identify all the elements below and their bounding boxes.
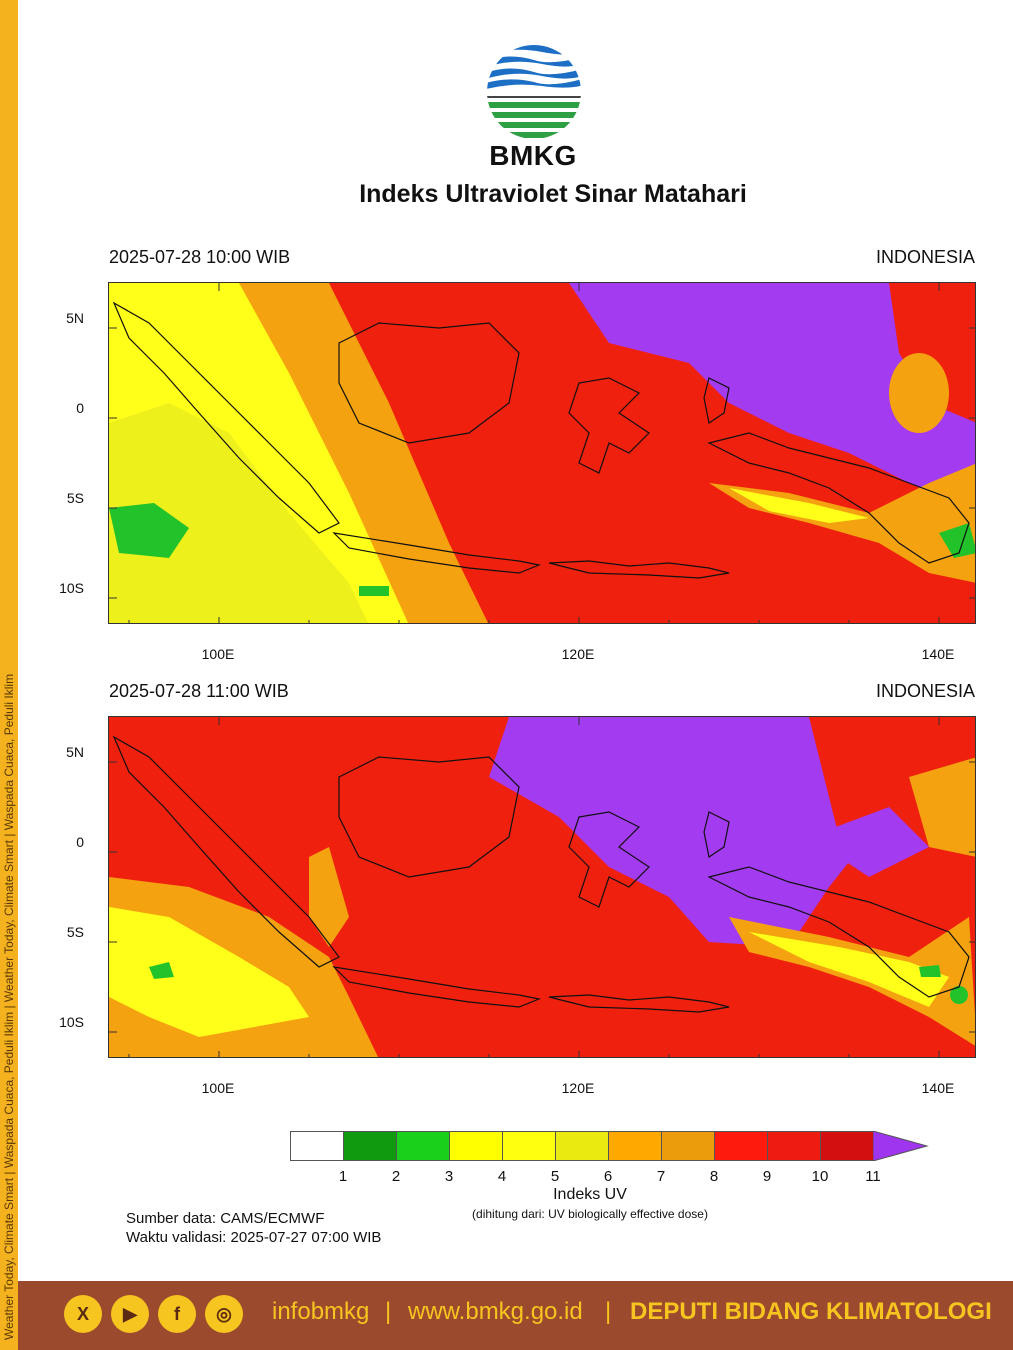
colorbar-arrow	[873, 1131, 929, 1161]
youtube-icon[interactable]: ▶	[111, 1295, 149, 1333]
lat-label-0: 0	[76, 834, 84, 850]
colorbar-swatch	[396, 1131, 450, 1161]
lon-label-100e: 100E	[201, 646, 235, 662]
colorbar-tick-label: 7	[656, 1168, 666, 1185]
lon-label-140e: 140E	[921, 1080, 955, 1096]
uv-map-1100	[108, 716, 976, 1058]
colorbar-title: Indeks UV	[553, 1186, 627, 1203]
lat-label-10s: 10S	[59, 580, 84, 596]
x-icon-glyph: X	[76, 1303, 89, 1324]
colorbar-tick-label: 4	[497, 1168, 507, 1185]
lon-label-100e: 100E	[201, 1080, 235, 1096]
bmkg-logo-icon	[487, 45, 581, 139]
youtube-icon-glyph: ▶	[123, 1303, 137, 1324]
colorbar-swatch	[449, 1131, 503, 1161]
colorbar-tick-label: 10	[811, 1168, 829, 1185]
colorbar-swatch	[767, 1131, 821, 1161]
x-icon[interactable]: X	[64, 1295, 102, 1333]
footer-department: DEPUTI BIDANG KLIMATOLOGI	[630, 1298, 992, 1325]
facebook-icon[interactable]: f	[158, 1295, 196, 1333]
brand-name: BMKG	[489, 140, 577, 171]
colorbar-swatch	[608, 1131, 662, 1161]
lat-label-0: 0	[76, 400, 84, 416]
colorbar-tick-label: 6	[603, 1168, 613, 1185]
colorbar-tick-label: 3	[444, 1168, 454, 1185]
panel-1-datetime: 2025-07-28 10:00 WIB	[109, 247, 291, 267]
side-banner: Weather Today, Climate Smart | Waspada C…	[0, 0, 18, 1350]
page-title: Indeks Ultraviolet Sinar Matahari	[359, 180, 747, 208]
colorbar-tick-label: 5	[550, 1168, 560, 1185]
colorbar-swatch	[343, 1131, 397, 1161]
panel-2-region: INDONESIA	[875, 681, 975, 701]
footer-handle[interactable]: infobmkg	[272, 1298, 370, 1325]
footer-separator: |	[385, 1298, 392, 1325]
colorbar-swatch	[714, 1131, 768, 1161]
colorbar-tick-label: 11	[865, 1168, 881, 1185]
panel-2-datetime: 2025-07-28 11:00 WIB	[109, 681, 289, 701]
colorbar-swatch	[555, 1131, 609, 1161]
footer-website[interactable]: www.bmkg.go.id	[408, 1298, 583, 1325]
colorbar-tick-label: 9	[762, 1168, 772, 1185]
colorbar-subtitle: (dihitung dari: UV biologically effectiv…	[472, 1207, 708, 1221]
instagram-icon[interactable]: ◎	[205, 1295, 243, 1333]
lat-label-5n: 5N	[66, 310, 84, 326]
colorbar-swatch	[290, 1131, 344, 1161]
uv-map-1000	[108, 282, 976, 624]
lat-label-5n: 5N	[66, 744, 84, 760]
lon-label-120e: 120E	[561, 1080, 595, 1096]
colorbar-swatch	[661, 1131, 715, 1161]
lon-label-140e: 140E	[921, 646, 955, 662]
colorbar-tick-label: 8	[709, 1168, 719, 1185]
colorbar-swatch	[820, 1131, 874, 1161]
side-banner-text: Weather Today, Climate Smart | Waspada C…	[2, 673, 16, 1340]
lat-label-5s: 5S	[66, 490, 84, 506]
colorbar-tick-label: 1	[338, 1168, 348, 1185]
lat-label-5s: 5S	[66, 924, 84, 940]
colorbar-swatch	[502, 1131, 556, 1161]
panel-1-region: INDONESIA	[875, 247, 975, 267]
lon-label-120e: 120E	[561, 646, 595, 662]
footer-separator: |	[605, 1298, 612, 1325]
data-source: Sumber data: CAMS/ECMWF	[126, 1210, 325, 1227]
validation-time: Waktu validasi: 2025-07-27 07:00 WIB	[126, 1229, 382, 1246]
lat-label-10s: 10S	[59, 1014, 84, 1030]
facebook-icon-glyph: f	[174, 1303, 180, 1324]
instagram-icon-glyph: ◎	[216, 1303, 232, 1324]
colorbar-tick-label: 2	[391, 1168, 401, 1185]
